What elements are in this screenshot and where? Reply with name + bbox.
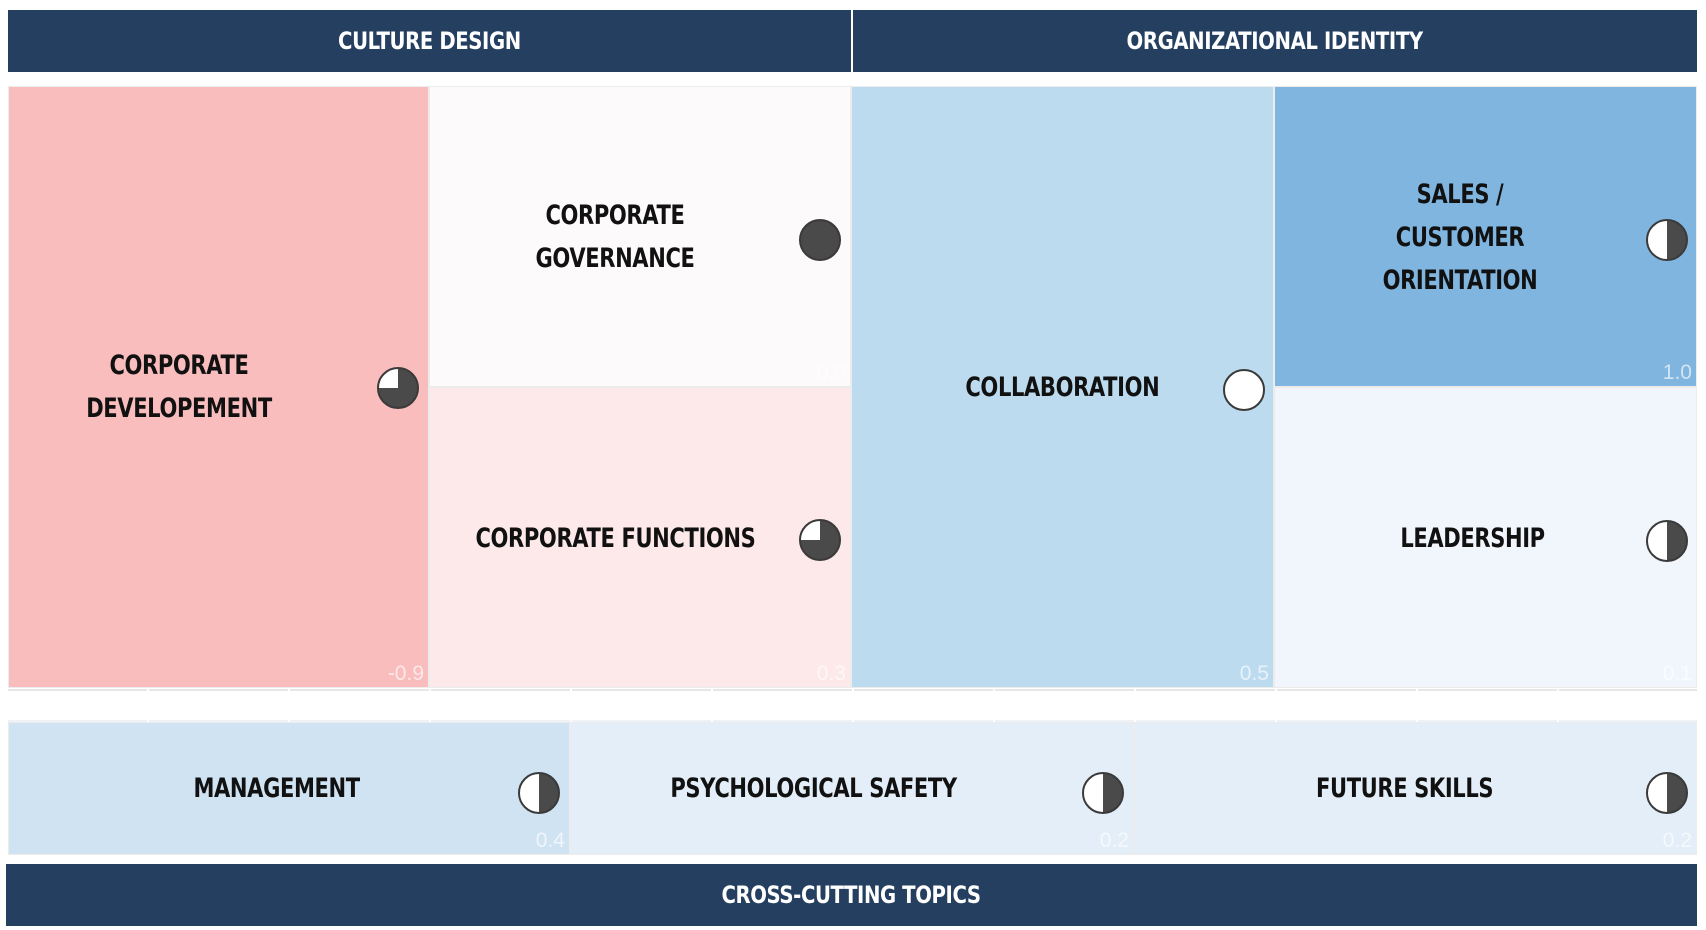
tile-corporate-governance[interactable]: CORPORATE GOVERNANCE 0.0	[429, 86, 851, 387]
tile-label: MANAGEMENT	[193, 773, 360, 804]
tile-label: CORPORATE GOVERNANCE	[535, 200, 695, 274]
harvey-ball-icon	[377, 367, 419, 409]
tile-value: 0.1	[1662, 662, 1692, 685]
tile-value: -0.9	[387, 662, 424, 685]
harvey-ball-icon	[1223, 369, 1265, 411]
divider-ticks	[8, 720, 1697, 722]
tile-label: SALES / CUSTOMER ORIENTATION	[1382, 178, 1538, 296]
culture-design-title: CULTURE DESIGN	[338, 27, 521, 55]
harvey-ball-icon	[799, 219, 841, 261]
tile-value: 1.0	[1662, 361, 1692, 384]
tile-corporate-development[interactable]: CORPORATE DEVELOPEMENT -0.9	[8, 86, 429, 688]
tile-future-skills[interactable]: FUTURE SKILLS 0.2	[1134, 722, 1697, 855]
tile-value: 0.4	[535, 829, 565, 852]
tile-corporate-functions[interactable]: CORPORATE FUNCTIONS 0.3	[429, 387, 851, 688]
culture-design-header: CULTURE DESIGN	[8, 10, 851, 72]
harvey-ball-icon	[1646, 520, 1688, 562]
tile-label: PSYCHOLOGICAL SAFETY	[670, 773, 957, 804]
tile-psychological-safety[interactable]: PSYCHOLOGICAL SAFETY 0.2	[570, 722, 1134, 855]
tile-value: 0.2	[1099, 829, 1129, 852]
harvey-ball-icon	[1646, 772, 1688, 814]
tile-label: CORPORATE FUNCTIONS	[475, 522, 755, 554]
divider-ticks	[8, 689, 1697, 691]
tile-label: LEADERSHIP	[1400, 522, 1545, 554]
harvey-ball-icon	[518, 772, 560, 814]
tile-value: 0.2	[1662, 829, 1692, 852]
harvey-ball-icon	[1646, 219, 1688, 261]
harvey-ball-icon	[1082, 772, 1124, 814]
tile-collaboration[interactable]: COLLABORATION 0.5	[851, 86, 1274, 688]
tile-value: 0.0	[816, 361, 846, 384]
cross-cutting-topics-title: CROSS-CUTTING TOPICS	[721, 881, 982, 909]
tile-label: CORPORATE DEVELOPEMENT	[86, 350, 272, 424]
organizational-identity-header: ORGANIZATIONAL IDENTITY	[853, 10, 1697, 72]
tile-label: FUTURE SKILLS	[1316, 773, 1494, 804]
cross-cutting-topics-header: CROSS-CUTTING TOPICS	[6, 864, 1697, 926]
harvey-ball-icon	[799, 519, 841, 561]
tile-value: 0.5	[1239, 662, 1269, 685]
organizational-identity-title: ORGANIZATIONAL IDENTITY	[1126, 27, 1424, 55]
tile-value: 0.3	[816, 662, 846, 685]
tile-management[interactable]: MANAGEMENT 0.4	[8, 722, 570, 855]
tile-label: COLLABORATION	[964, 371, 1160, 403]
tile-sales-customer-orientation[interactable]: SALES / CUSTOMER ORIENTATION 1.0	[1274, 86, 1697, 387]
tile-leadership[interactable]: LEADERSHIP 0.1	[1274, 387, 1697, 688]
